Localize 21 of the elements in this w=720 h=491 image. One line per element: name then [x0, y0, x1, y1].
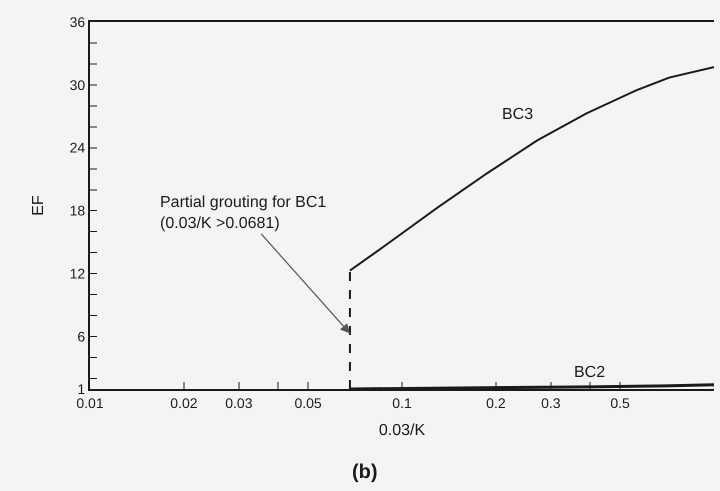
y-tick-label: 36	[70, 14, 86, 30]
y-axis-title: EF	[30, 195, 48, 216]
series-label: BC3	[502, 106, 534, 123]
x-tick-label: 0.3	[541, 394, 561, 411]
x-tick-label: 0.02	[170, 394, 198, 411]
x-axis-title: 0.03/K	[378, 422, 426, 439]
x-tick-label: 0.01	[76, 394, 104, 411]
x-tick-label: 0.1	[392, 394, 412, 411]
annotation: Partial grouting for BC1 (0.03/K >0.0681)	[160, 194, 326, 232]
series-label: BC2	[574, 364, 606, 381]
y-tick-label: 24	[70, 140, 86, 156]
y-tick-label: 12	[70, 266, 86, 282]
x-tick-label: 0.05	[294, 394, 322, 411]
x-tick-label: 0.5	[610, 394, 630, 411]
y-tick-label: 18	[70, 202, 86, 219]
text: (b)	[352, 461, 378, 483]
x-tick-label: 0.03	[225, 394, 253, 411]
y-tick-label: 1	[77, 380, 86, 397]
y-tick-label: 30	[70, 76, 86, 93]
y-tick-label: 6	[77, 328, 86, 344]
x-tick-label: 0.2	[486, 394, 506, 411]
